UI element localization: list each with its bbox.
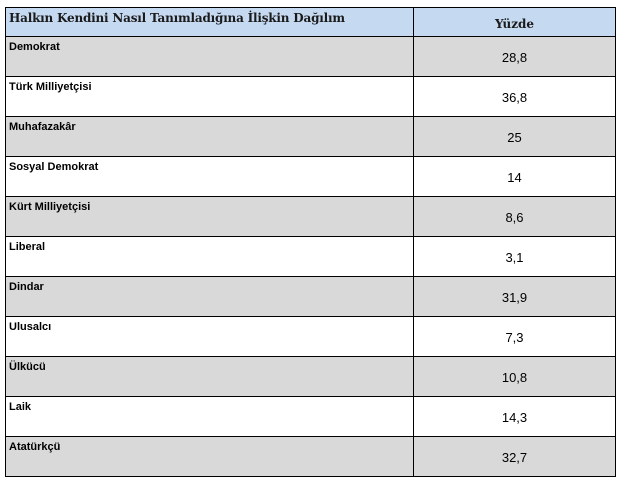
table-row: Sosyal Demokrat 14: [5, 156, 616, 197]
table-row: Demokrat 28,8: [5, 36, 616, 77]
row-label: Muhafazakâr: [5, 116, 414, 157]
percentage-column-header: Yüzde: [413, 7, 616, 37]
distribution-table: Halkın Kendini Nasıl Tanımladığına İlişk…: [5, 7, 616, 477]
row-label: Atatürkçü: [5, 436, 414, 477]
table-row: Muhafazakâr 25: [5, 116, 616, 157]
table-header-row: Halkın Kendini Nasıl Tanımladığına İlişk…: [5, 7, 616, 37]
row-percentage: 14,3: [413, 396, 616, 437]
row-percentage: 3,1: [413, 236, 616, 277]
table-row: Liberal 3,1: [5, 236, 616, 277]
row-label: Laik: [5, 396, 414, 437]
category-column-header: Halkın Kendini Nasıl Tanımladığına İlişk…: [5, 7, 414, 37]
row-percentage: 36,8: [413, 76, 616, 117]
table-row: Türk Milliyetçisi 36,8: [5, 76, 616, 117]
row-percentage: 10,8: [413, 356, 616, 397]
row-label: Dindar: [5, 276, 414, 317]
row-label: Türk Milliyetçisi: [5, 76, 414, 117]
row-label: Liberal: [5, 236, 414, 277]
row-percentage: 7,3: [413, 316, 616, 357]
table-row: Atatürkçü 32,7: [5, 436, 616, 477]
table-row: Kürt Milliyetçisi 8,6: [5, 196, 616, 237]
row-percentage: 32,7: [413, 436, 616, 477]
row-label: Demokrat: [5, 36, 414, 77]
table-row: Ülkücü 10,8: [5, 356, 616, 397]
row-label: Kürt Milliyetçisi: [5, 196, 414, 237]
row-percentage: 25: [413, 116, 616, 157]
table-row: Dindar 31,9: [5, 276, 616, 317]
row-label: Sosyal Demokrat: [5, 156, 414, 197]
row-percentage: 8,6: [413, 196, 616, 237]
table-row: Ulusalcı 7,3: [5, 316, 616, 357]
row-label: Ulusalcı: [5, 316, 414, 357]
row-percentage: 31,9: [413, 276, 616, 317]
table-row: Laik 14,3: [5, 396, 616, 437]
row-percentage: 28,8: [413, 36, 616, 77]
row-label: Ülkücü: [5, 356, 414, 397]
row-percentage: 14: [413, 156, 616, 197]
